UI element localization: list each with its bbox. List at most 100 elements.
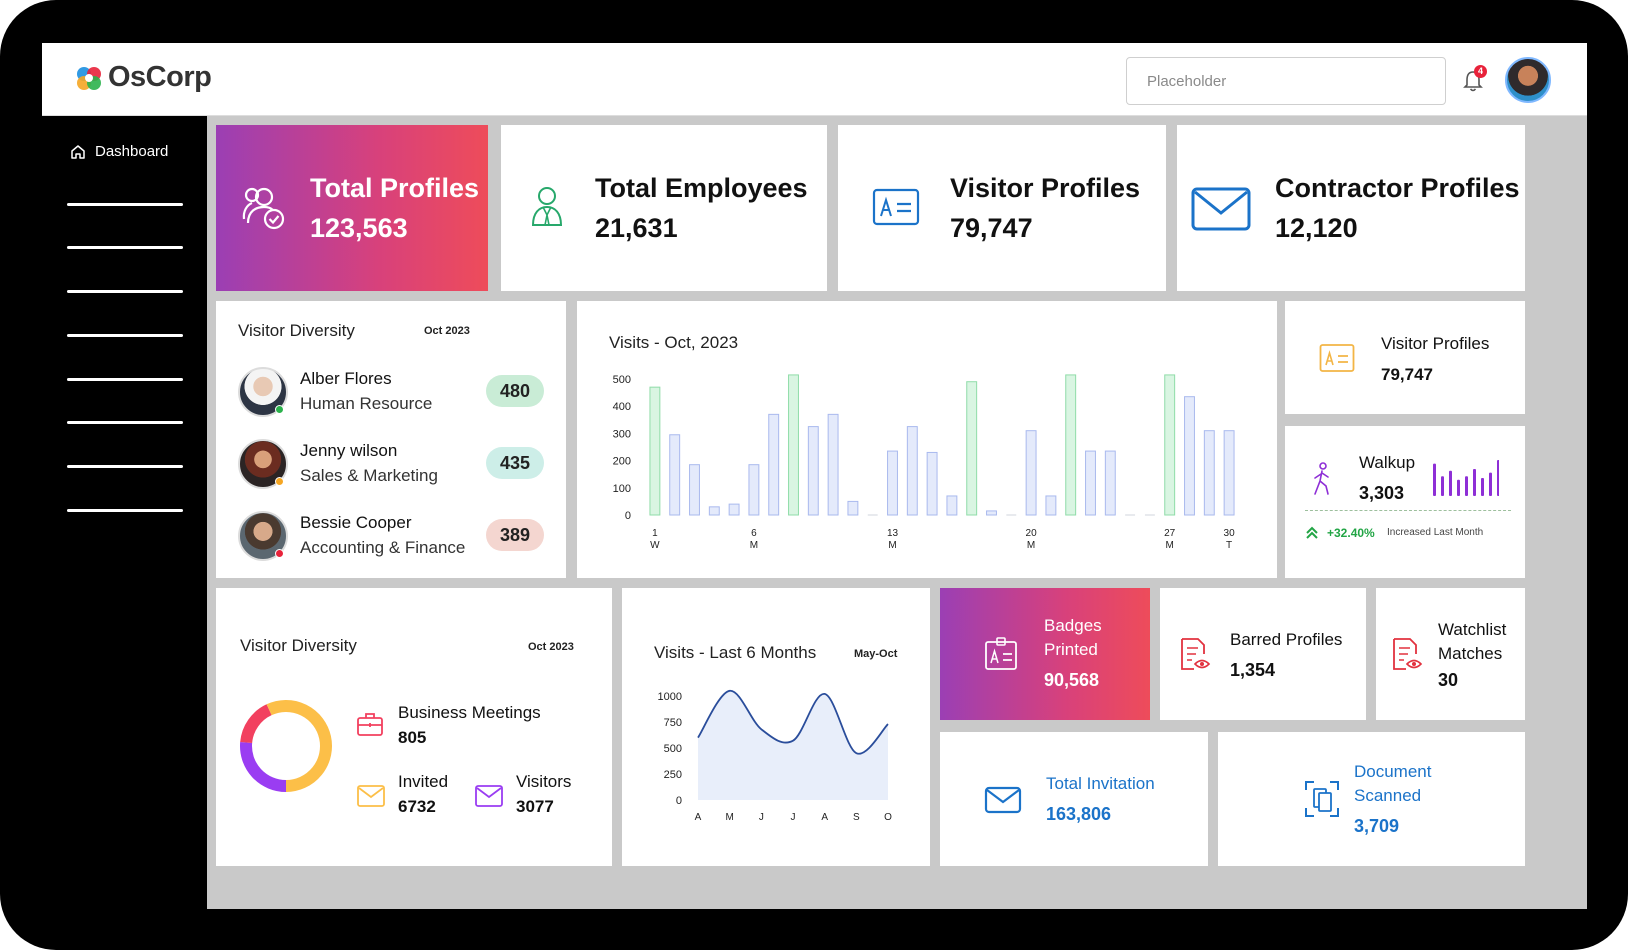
contractor-profiles-card[interactable]: Contractor Profiles 12,120: [1177, 125, 1525, 291]
list-item[interactable]: Jenny wilson Sales & Marketing 435: [238, 437, 558, 493]
search-input[interactable]: [1126, 57, 1446, 105]
x-tick-weekday: T: [1226, 540, 1232, 551]
person-department: Sales & Marketing: [300, 466, 438, 485]
stat-value: 123,563: [310, 213, 408, 243]
bar: [1203, 430, 1215, 516]
x-tick-label: J: [791, 812, 796, 823]
donut-slice: [240, 741, 287, 792]
barred-profiles-card[interactable]: Barred Profiles 1,354: [1160, 588, 1366, 720]
badges-printed-card[interactable]: Badges Printed 90,568: [940, 588, 1150, 720]
chart-title: Visits - Oct, 2023: [609, 333, 739, 352]
spark-bar: [1457, 479, 1460, 496]
user-avatar[interactable]: [1505, 57, 1551, 103]
visitor-profiles-small-card[interactable]: Visitor Profiles 79,747: [1285, 301, 1525, 414]
sidebar-item-placeholder[interactable]: [67, 246, 183, 249]
x-tick-weekday: M: [1027, 540, 1035, 551]
stat-value: 12,120: [1275, 213, 1358, 243]
bar: [986, 510, 997, 516]
scanned-label-line1: Document: [1354, 762, 1432, 781]
document-scanned-card[interactable]: Document Scanned 3,709: [1218, 732, 1525, 866]
watchlist-value: 30: [1438, 670, 1459, 690]
card-label: Visitor Profiles: [1381, 334, 1490, 353]
y-tick-label: 250: [664, 769, 682, 781]
spark-bar: [1473, 469, 1476, 496]
total-invitation-card[interactable]: Total Invitation 163,806: [940, 732, 1208, 866]
scanned-value: 3,709: [1354, 816, 1400, 836]
bar: [1164, 374, 1176, 516]
list-item[interactable]: Alber Flores Human Resource 480: [238, 365, 558, 421]
users-check-icon: [242, 187, 285, 230]
donut-slice: [266, 700, 332, 792]
spark-bar: [1481, 478, 1484, 496]
chart-title: Visits - Last 6 Months: [654, 643, 817, 662]
sidebar-item-placeholder[interactable]: [67, 421, 183, 424]
sidebar-item-placeholder[interactable]: [67, 203, 183, 206]
y-tick-label: 0: [676, 795, 682, 807]
stat-value: 21,631: [595, 213, 678, 243]
count-badge: 435: [486, 447, 544, 479]
x-tick-weekday: M: [1166, 540, 1174, 551]
spark-bar: [1433, 463, 1436, 496]
scanned-label-line2: Scanned: [1354, 786, 1422, 805]
x-tick-label: 20: [1026, 528, 1038, 539]
document-eye-icon: [1393, 638, 1423, 670]
x-tick-weekday: W: [650, 540, 660, 551]
x-tick-label: S: [853, 812, 860, 823]
x-tick-label: O: [884, 812, 892, 823]
walkup-value: 3,303: [1359, 483, 1405, 503]
bar: [768, 413, 780, 516]
bar: [788, 374, 799, 516]
sidebar-item-placeholder[interactable]: [67, 378, 183, 381]
stat-label: Contractor Profiles: [1275, 173, 1520, 203]
area-fill: [698, 690, 888, 800]
person-name: Alber Flores: [300, 369, 392, 388]
card-title: Visitor Diversity: [238, 321, 355, 340]
legend-business-meetings-value: 805: [398, 728, 427, 747]
brand-logo[interactable]: OsCorp: [76, 61, 212, 94]
x-tick-weekday: M: [888, 540, 896, 551]
y-tick-label: 0: [625, 510, 631, 522]
sidebar-item-placeholder[interactable]: [67, 465, 183, 468]
status-dot: [275, 405, 284, 414]
total-profiles-card[interactable]: Total Profiles 123,563: [216, 125, 488, 291]
status-dot: [275, 549, 284, 558]
bar: [728, 503, 740, 516]
stat-label: Total Employees: [595, 173, 808, 203]
spark-bar: [1441, 476, 1444, 496]
watchlist-matches-card[interactable]: Watchlist Matches 30: [1376, 588, 1525, 720]
donut-slice: [240, 704, 272, 744]
stat-label: Total Profiles: [310, 173, 480, 203]
sidebar-item-placeholder[interactable]: [67, 334, 183, 337]
count-badge: 480: [486, 375, 544, 407]
sidebar-item-placeholder[interactable]: [67, 290, 183, 293]
sidebar: Dashboard: [42, 116, 207, 909]
y-tick-label: 100: [613, 483, 631, 495]
home-icon: [71, 144, 85, 159]
sidebar-item-label: Dashboard: [95, 143, 169, 160]
y-tick-label: 400: [613, 401, 631, 413]
count-badge: 389: [486, 519, 544, 551]
person-name: Bessie Cooper: [300, 513, 412, 532]
legend-invited-value: 6732: [398, 797, 436, 816]
list-item[interactable]: Bessie Cooper Accounting & Finance 389: [238, 509, 558, 565]
sidebar-item-dashboard[interactable]: Dashboard: [70, 143, 168, 160]
sidebar-item-placeholder[interactable]: [67, 509, 183, 512]
brand-name: OsCorp: [108, 61, 212, 93]
bar: [926, 451, 938, 516]
walkup-card[interactable]: Walkup 3,303 +32.40% Increased Last Mont…: [1285, 426, 1525, 578]
person-department: Human Resource: [300, 394, 433, 413]
total-employees-card[interactable]: Total Employees 21,631: [501, 125, 827, 291]
barred-value: 1,354: [1230, 660, 1276, 680]
document-scan-icon: [1305, 781, 1339, 817]
visits-october-chart-card: Visits - Oct, 2023 500 400 300 200 100 0 1 W 6 M 1…: [577, 301, 1277, 578]
walkup-sparkline: [1433, 460, 1499, 496]
legend-visitors-label: Visitors: [516, 772, 572, 791]
walkup-change: +32.40%: [1327, 526, 1375, 540]
bar: [1045, 495, 1057, 516]
visitor-profiles-card[interactable]: Visitor Profiles 79,747: [838, 125, 1166, 291]
barred-label: Barred Profiles: [1230, 630, 1343, 649]
spark-bar: [1449, 470, 1452, 496]
spark-bar: [1489, 472, 1492, 496]
period-label: May-Oct: [854, 648, 898, 660]
